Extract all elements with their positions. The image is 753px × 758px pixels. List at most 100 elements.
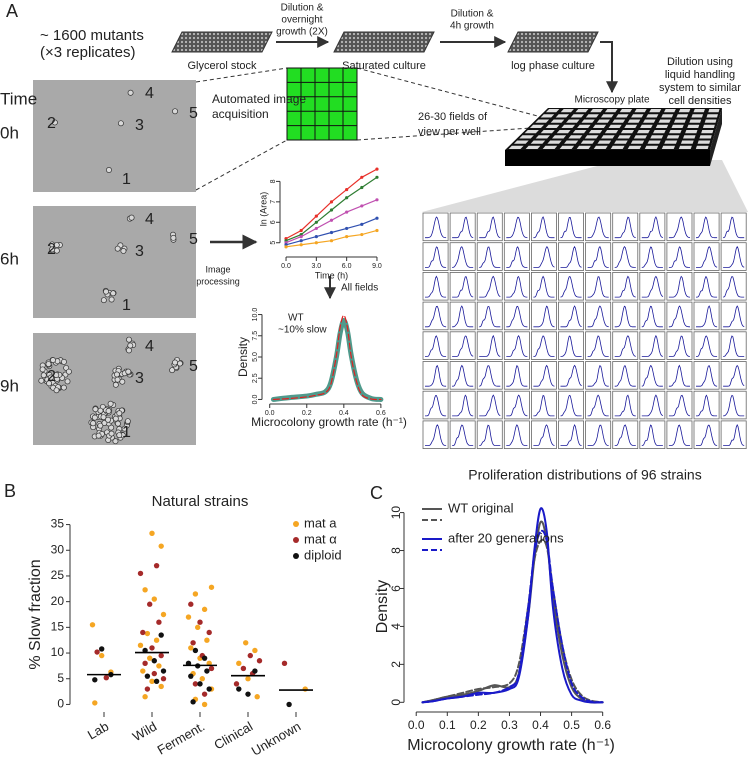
micrograph	[33, 80, 196, 192]
plate-well	[634, 109, 647, 113]
plate-well	[600, 114, 614, 118]
plate-well	[650, 135, 664, 139]
plate-label: Saturated culture	[342, 60, 426, 72]
plate-well	[636, 130, 650, 134]
point	[137, 642, 144, 649]
point	[147, 655, 153, 661]
thumb-frame	[720, 361, 747, 390]
x-tick-label: 0.1	[439, 718, 456, 732]
point	[299, 228, 303, 233]
plate-well	[552, 135, 567, 139]
plate-well	[540, 130, 555, 134]
y-tick-label: 0.0	[252, 394, 259, 404]
x-tick-label: Wild	[130, 719, 159, 745]
plate-well	[592, 124, 607, 128]
point	[375, 228, 379, 233]
colony-label: 1	[122, 171, 131, 188]
point	[201, 691, 208, 697]
thumb-curve	[533, 305, 555, 328]
plate-well	[529, 124, 545, 128]
cell	[50, 357, 56, 364]
thumb-curve	[560, 217, 582, 239]
thumb-frame	[639, 242, 666, 271]
point	[375, 167, 379, 171]
thumb-curve	[668, 275, 690, 298]
plate-well	[669, 130, 682, 134]
thumb-curve	[452, 424, 474, 446]
cell	[114, 420, 121, 427]
cell	[172, 359, 178, 366]
plate-well	[664, 140, 678, 144]
step-text: liquid handling	[665, 69, 735, 81]
cell	[169, 367, 176, 374]
cell	[128, 214, 135, 221]
thumb-curve	[425, 305, 447, 328]
x-tick-label: Lab	[85, 719, 111, 743]
cell	[100, 297, 107, 304]
series-line	[272, 314, 382, 401]
plate-well	[577, 124, 591, 128]
point	[140, 629, 146, 636]
point	[329, 239, 334, 243]
cell	[53, 387, 60, 394]
thumb-curve	[479, 394, 501, 417]
arrow	[600, 41, 618, 94]
y-tick-label: 2	[389, 661, 403, 668]
thumb-frame	[531, 331, 557, 360]
cell	[117, 120, 124, 127]
x-tick-label: 0.4	[532, 718, 549, 732]
step-text: 26-30 fields of	[418, 111, 488, 123]
thumb-frame	[585, 361, 612, 390]
y-tick-label: 8	[270, 179, 277, 183]
micrograph	[33, 206, 196, 318]
point	[153, 678, 160, 685]
plate-well	[604, 130, 619, 134]
point	[197, 619, 203, 625]
point	[89, 622, 96, 628]
point	[299, 243, 303, 247]
point	[375, 216, 379, 220]
well-fields	[286, 67, 358, 141]
step-text: Image	[205, 264, 230, 274]
x-tick-label: 0.0	[265, 410, 275, 417]
panel-label: A	[6, 1, 18, 21]
y-tick-label: 0	[57, 697, 64, 711]
thumb-curve	[560, 394, 582, 417]
thumb-curve	[452, 276, 474, 298]
y-axis-title: Density	[236, 337, 250, 377]
thumb-frame	[449, 390, 476, 420]
plate-well	[540, 114, 555, 118]
point	[208, 665, 215, 672]
step-text: All fields	[341, 283, 378, 294]
point	[188, 645, 194, 651]
point	[144, 673, 151, 679]
cell	[65, 368, 72, 375]
plate-well	[702, 124, 715, 128]
x-tick-label: 0.0	[281, 263, 291, 270]
point	[329, 230, 334, 235]
point	[190, 699, 196, 705]
thumb-frame	[666, 212, 693, 242]
cell	[51, 119, 58, 126]
point	[192, 591, 199, 597]
cell	[95, 432, 102, 439]
header-text: ~ 1600 mutants	[40, 27, 144, 44]
y-tick-label: 5.0	[252, 352, 259, 362]
plate-well	[671, 124, 684, 128]
point	[151, 670, 157, 677]
cell	[126, 336, 132, 343]
plate-well	[663, 109, 676, 113]
y-axis-title: ln (Area)	[258, 192, 268, 227]
point	[142, 694, 148, 700]
point	[314, 226, 318, 231]
point	[137, 570, 144, 577]
point	[204, 637, 210, 643]
thumb-frame	[422, 271, 449, 301]
plate-well	[661, 114, 674, 118]
cell	[114, 376, 121, 383]
plate-well	[653, 130, 666, 134]
cell	[38, 377, 45, 384]
thumb-frame	[422, 242, 449, 271]
point	[160, 676, 167, 682]
point	[195, 624, 201, 631]
